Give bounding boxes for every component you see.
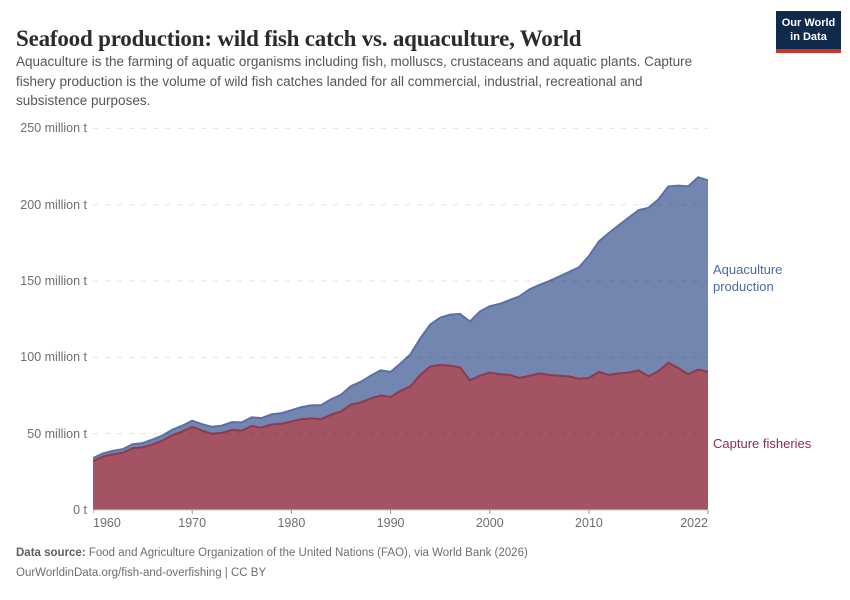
series-label-capture: Capture fisheries — [713, 436, 812, 451]
data-source-line: Data source: Food and Agriculture Organi… — [16, 547, 528, 559]
aquaculture-area[interactable] — [93, 177, 708, 462]
citation-line[interactable]: OurWorldinData.org/fish-and-overfishing … — [16, 567, 267, 579]
y-axis-label: 100 million t — [20, 350, 87, 365]
y-axis-label: 50 million t — [27, 426, 87, 441]
y-axis-label: 0 t — [73, 503, 87, 517]
capture-area[interactable] — [93, 362, 708, 510]
stacked-area-plot[interactable] — [92, 120, 709, 520]
x-axis-label: 2010 — [575, 516, 603, 530]
data-source-text: Food and Agriculture Organization of the… — [85, 547, 528, 559]
y-axis-label: 250 million t — [20, 121, 87, 136]
x-axis-label: 1970 — [178, 516, 207, 530]
owid-logo[interactable]: Our World in Data — [776, 11, 841, 53]
x-axis-label: 2000 — [475, 516, 504, 530]
aquaculture-line — [92, 176, 709, 460]
data-source-label: Data source: — [16, 547, 86, 559]
x-axis-label: 1960 — [93, 516, 121, 530]
x-axis-label: 1990 — [376, 516, 405, 530]
y-axis-label: 200 million t — [20, 197, 87, 212]
x-axis-label: 1980 — [277, 516, 306, 530]
x-axis-label: 2022 — [680, 516, 708, 530]
chart-canvas[interactable] — [92, 120, 709, 520]
chart-title: Seafood production: wild fish catch vs. … — [16, 26, 582, 52]
capture-line — [92, 361, 709, 463]
series-label-aquaculture: Aquaculture production — [713, 262, 783, 294]
chart-subtitle: Aquaculture is the farming of aquatic or… — [16, 54, 693, 108]
y-axis-label: 150 million t — [20, 274, 87, 289]
